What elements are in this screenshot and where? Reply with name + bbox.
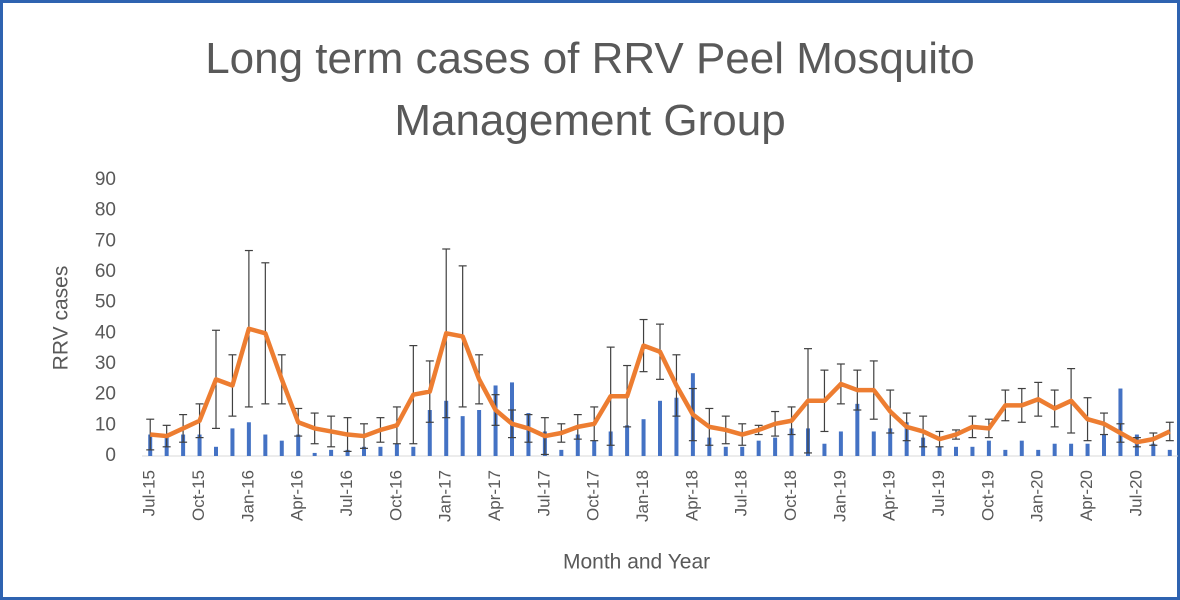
bar: [855, 403, 860, 456]
bar: [954, 446, 958, 456]
bar: [740, 446, 745, 456]
bar: [1118, 388, 1123, 456]
chart-title: Long term cases of RRV Peel Mosquito Man…: [205, 34, 975, 145]
bar: [362, 446, 366, 456]
bar: [1019, 440, 1024, 456]
y-tick-label: 40: [95, 322, 116, 343]
x-tick-label: Oct-15: [189, 470, 208, 521]
bar: [1167, 449, 1172, 456]
bar: [625, 425, 630, 456]
bar: [970, 446, 975, 456]
bar: [427, 410, 432, 456]
bar: [1102, 434, 1106, 456]
y-tick-label: 70: [95, 230, 116, 251]
x-tick-label: Jul-15: [140, 470, 159, 516]
x-tick-label: Oct-16: [386, 470, 405, 521]
bar: [937, 446, 942, 456]
x-tick-label: Apr-18: [682, 470, 701, 521]
x-tick-label: Jul-19: [929, 470, 948, 516]
bar: [756, 440, 761, 456]
bar: [559, 449, 564, 456]
bar: [181, 434, 186, 456]
x-tick-label: Jan-18: [633, 470, 652, 522]
bar: [773, 437, 778, 456]
y-tick-label: 50: [95, 292, 116, 313]
bar: [329, 449, 334, 456]
bar: [838, 431, 843, 456]
bar: [411, 446, 416, 456]
x-tick-label: Jan-20: [1028, 470, 1047, 522]
x-tick-label: Oct-18: [781, 470, 800, 521]
x-tick-label: Jul-16: [337, 470, 356, 516]
bar: [986, 440, 991, 456]
x-tick-label: Jan-17: [436, 470, 455, 522]
x-tick-label: Apr-16: [288, 470, 307, 521]
bar: [575, 434, 580, 456]
bar: [444, 400, 449, 456]
bar: [641, 419, 646, 456]
bar: [658, 400, 662, 456]
bar: [871, 431, 876, 456]
bar: [822, 443, 827, 456]
bar: [214, 446, 218, 456]
bar: [674, 397, 679, 456]
bar: [230, 428, 235, 456]
bar: [279, 440, 284, 456]
x-tick-label: Oct-17: [584, 470, 603, 521]
line: [150, 326, 1171, 445]
bar: [888, 428, 893, 456]
bar: [296, 434, 301, 456]
bar: [1036, 449, 1041, 456]
x-tick-label: Jul-18: [732, 470, 751, 516]
y-tick-label: 20: [95, 384, 116, 405]
bar: [592, 440, 597, 456]
y-tick-label: 90: [95, 169, 116, 190]
y-tick-label: 80: [95, 200, 116, 221]
y-axis-title: RRV cases: [50, 266, 73, 371]
bar: [460, 416, 465, 456]
bar: [1085, 443, 1090, 456]
bar: [1052, 443, 1057, 456]
bar: [263, 434, 268, 456]
y-tick-label: 30: [95, 353, 116, 374]
y-tick-label: 60: [95, 261, 116, 282]
bar: [1069, 443, 1074, 456]
x-tick-label: Jul-20: [1126, 470, 1145, 516]
x-tick-label: Oct-19: [978, 470, 997, 521]
x-tick-label: Apr-20: [1077, 470, 1096, 521]
bar: [312, 452, 317, 456]
x-tick-label: Jan-19: [830, 470, 849, 522]
x-tick-label: Apr-19: [880, 470, 899, 521]
bar: [246, 422, 251, 456]
bar: [723, 446, 728, 456]
bar: [345, 449, 350, 456]
bar: [394, 443, 399, 456]
y-tick-label: 0: [105, 445, 116, 466]
bar: [197, 434, 202, 456]
x-axis-title: Month and Year: [563, 551, 710, 574]
x-tick-label: Jan-16: [238, 470, 257, 522]
x-tick-label: Jul-17: [534, 470, 553, 516]
bar: [707, 437, 712, 456]
x-tick-label: Apr-17: [485, 470, 504, 521]
bar: [1003, 449, 1008, 456]
bar: [477, 410, 482, 456]
bar: [789, 428, 794, 456]
bar: [1151, 443, 1156, 456]
bar: [378, 446, 383, 456]
y-tick-label: 10: [95, 414, 116, 435]
